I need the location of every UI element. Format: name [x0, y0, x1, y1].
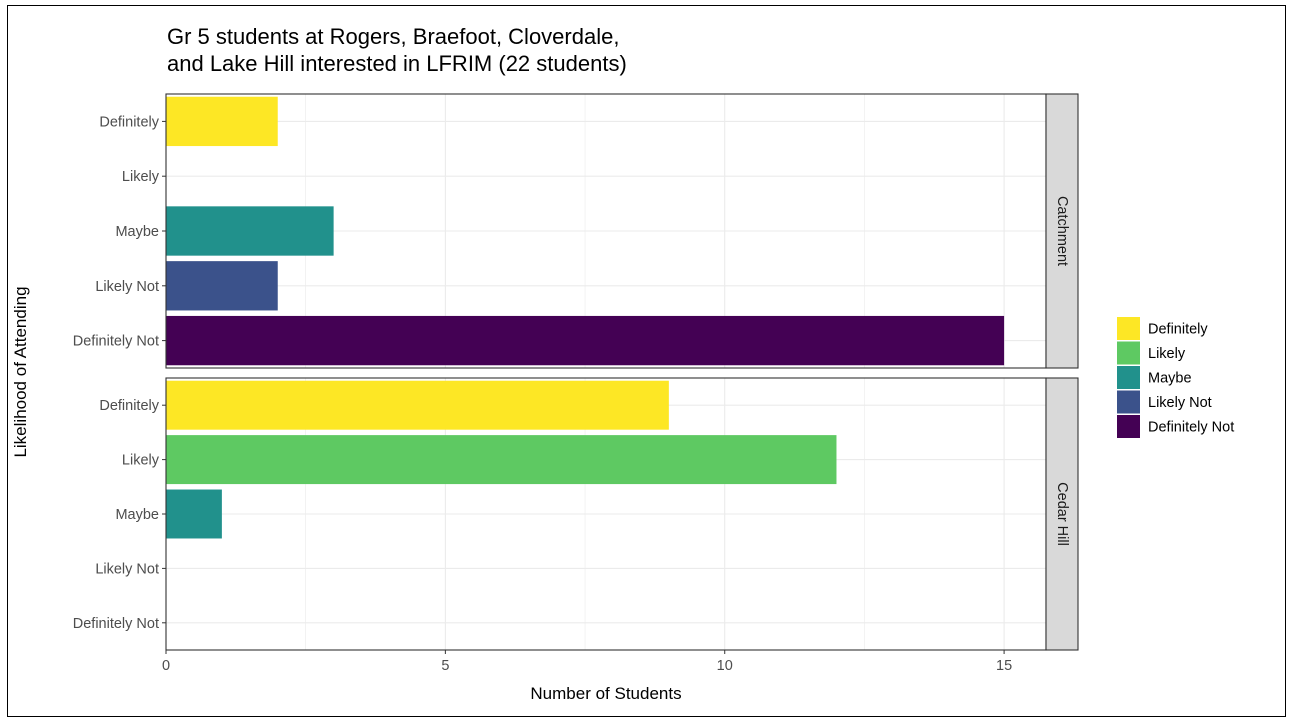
- y-tick-label: Definitely Not: [73, 334, 159, 350]
- y-axis-title: Likelihood of Attending: [11, 286, 30, 457]
- legend-swatch: [1117, 366, 1140, 389]
- bar: [166, 435, 837, 485]
- y-tick-label: Likely Not: [95, 561, 159, 577]
- y-tick-label: Likely Not: [95, 279, 159, 295]
- bar: [166, 489, 222, 539]
- facet-label: Catchment: [1054, 196, 1070, 266]
- panel-catchment: Definitely Likely Maybe Likely Not Definitel…: [73, 93, 1079, 369]
- panel-cedar-hill: Definitely Likely Maybe Likely Not Definitel…: [73, 377, 1079, 651]
- legend-label: Likely: [1148, 346, 1186, 362]
- legend-swatch: [1117, 317, 1140, 340]
- chart-title-line: Gr 5 students at Rogers, Braefoot, Clove…: [167, 24, 619, 49]
- x-tick-label: 15: [996, 658, 1012, 674]
- bar-chart: Gr 5 students at Rogers, Braefoot, Clove…: [11, 24, 1234, 703]
- legend-label: Likely Not: [1148, 395, 1212, 411]
- bar: [166, 261, 278, 311]
- bar: [166, 315, 1005, 366]
- y-tick-label: Definitely: [99, 398, 159, 414]
- chart-title-line: and Lake Hill interested in LFRIM (22 st…: [167, 51, 627, 76]
- y-tick-label: Definitely: [99, 114, 159, 130]
- bar: [166, 206, 334, 256]
- legend-label: Definitely Not: [1148, 420, 1234, 436]
- x-tick-label: 10: [717, 658, 733, 674]
- x-tick-label: 5: [441, 658, 449, 674]
- legend-swatch: [1117, 415, 1140, 438]
- chart-frame: Gr 5 students at Rogers, Braefoot, Clove…: [7, 5, 1286, 717]
- x-tick-label: 0: [162, 658, 170, 674]
- legend-swatch: [1117, 390, 1140, 414]
- legend-label: Maybe: [1148, 371, 1192, 387]
- facet-strip: [1045, 377, 1079, 651]
- y-tick-label: Likely: [122, 453, 160, 469]
- chart-title: Gr 5 students at Rogers, Braefoot, Clove…: [167, 24, 627, 76]
- y-tick-label: Maybe: [115, 224, 159, 240]
- x-axis: 0 5 10 15: [162, 650, 1012, 674]
- x-axis-title: Number of Students: [530, 684, 681, 703]
- y-tick-label: Maybe: [115, 507, 159, 523]
- legend-label: Definitely: [1148, 322, 1208, 338]
- chart-panels: Definitely Likely Maybe Likely Not Definitel…: [73, 93, 1079, 651]
- legend-swatch: [1117, 341, 1140, 365]
- facet-strip: [1045, 93, 1079, 369]
- facet-label: Cedar Hill: [1054, 482, 1070, 546]
- bar: [166, 380, 669, 430]
- y-tick-label: Definitely Not: [73, 616, 159, 632]
- bar: [166, 96, 278, 147]
- y-tick-label: Likely: [122, 169, 160, 185]
- legend: Definitely Likely Maybe Likely Not Definitel…: [1117, 317, 1234, 438]
